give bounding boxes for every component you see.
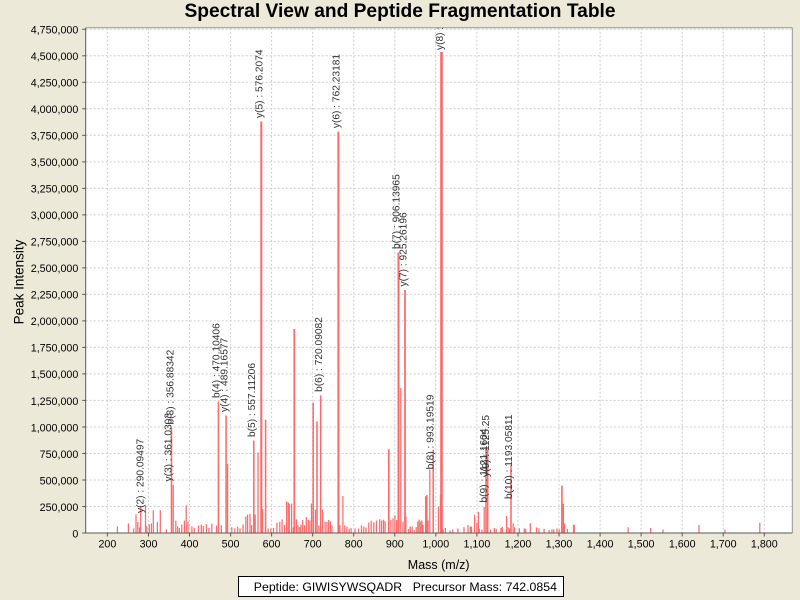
svg-text:1,500: 1,500 (628, 538, 655, 550)
svg-text:b(5) : 557.11206: b(5) : 557.11206 (247, 363, 258, 437)
svg-text:Peak Intensity: Peak Intensity (12, 239, 27, 324)
svg-text:200: 200 (98, 538, 116, 550)
svg-text:b(4) : 470.10406: b(4) : 470.10406 (212, 323, 223, 398)
svg-text:Mass (m/z): Mass (m/z) (408, 558, 470, 572)
svg-text:1,250,000: 1,250,000 (31, 396, 79, 408)
svg-text:4,250,000: 4,250,000 (31, 78, 79, 90)
svg-text:b(6) : 720.09082: b(6) : 720.09082 (314, 317, 325, 392)
svg-text:y(7) : 925.26196: y(7) : 925.26196 (398, 212, 409, 287)
svg-text:b(10) : 1193.05811: b(10) : 1193.05811 (504, 414, 515, 499)
svg-text:y(8) : 1013.3064: y(8) : 1013.3064 (435, 0, 446, 50)
svg-text:4,750,000: 4,750,000 (31, 25, 79, 37)
svg-text:b(9) : 1121.1604: b(9) : 1121.1604 (479, 428, 490, 502)
svg-text:900: 900 (386, 538, 404, 550)
svg-text:2,000,000: 2,000,000 (31, 316, 79, 328)
svg-text:1,000: 1,000 (422, 538, 449, 550)
svg-text:3,750,000: 3,750,000 (31, 131, 79, 143)
svg-text:4,500,000: 4,500,000 (31, 51, 79, 63)
svg-text:400: 400 (181, 538, 199, 550)
svg-text:300: 300 (140, 538, 158, 550)
svg-text:3,500,000: 3,500,000 (31, 157, 79, 169)
svg-text:750,000: 750,000 (40, 449, 79, 461)
svg-text:y(3) : 361.0303: y(3) : 361.0303 (164, 413, 175, 482)
svg-text:1,800: 1,800 (751, 538, 778, 550)
svg-text:600: 600 (263, 538, 281, 550)
svg-text:b(7) : 906.13965: b(7) : 906.13965 (392, 174, 403, 249)
svg-text:1,300: 1,300 (546, 538, 573, 550)
svg-text:1,700: 1,700 (710, 538, 737, 550)
svg-text:3,000,000: 3,000,000 (31, 210, 79, 222)
svg-text:y(2) : 290.09497: y(2) : 290.09497 (136, 438, 147, 513)
svg-text:3,250,000: 3,250,000 (31, 184, 79, 196)
svg-text:y(6) : 762.23181: y(6) : 762.23181 (332, 54, 343, 129)
svg-text:2,750,000: 2,750,000 (31, 237, 79, 249)
svg-text:500: 500 (222, 538, 240, 550)
svg-text:2,250,000: 2,250,000 (31, 290, 79, 302)
svg-text:1,750,000: 1,750,000 (31, 343, 79, 355)
svg-text:1,200: 1,200 (505, 538, 532, 550)
svg-text:b(3) : 356.88342: b(3) : 356.88342 (165, 349, 176, 424)
svg-text:1,400: 1,400 (587, 538, 614, 550)
svg-text:250,000: 250,000 (40, 502, 79, 514)
svg-text:y(5) : 576.2074: y(5) : 576.2074 (255, 49, 266, 118)
svg-text:y(9) : 1125.25: y(9) : 1125.25 (481, 415, 492, 477)
svg-text:800: 800 (345, 538, 363, 550)
svg-text:700: 700 (304, 538, 322, 550)
svg-text:1,100: 1,100 (464, 538, 491, 550)
svg-text:1,600: 1,600 (669, 538, 696, 550)
svg-text:0: 0 (72, 528, 78, 540)
svg-text:2,500,000: 2,500,000 (31, 263, 79, 275)
svg-text:1,000,000: 1,000,000 (31, 422, 79, 434)
svg-text:500,000: 500,000 (40, 475, 79, 487)
svg-text:1,500,000: 1,500,000 (31, 369, 79, 381)
svg-text:y(4) : 489.16577: y(4) : 489.16577 (219, 337, 230, 412)
svg-text:b(8) : 993.19519: b(8) : 993.19519 (426, 394, 437, 469)
svg-text:4,000,000: 4,000,000 (31, 104, 79, 116)
